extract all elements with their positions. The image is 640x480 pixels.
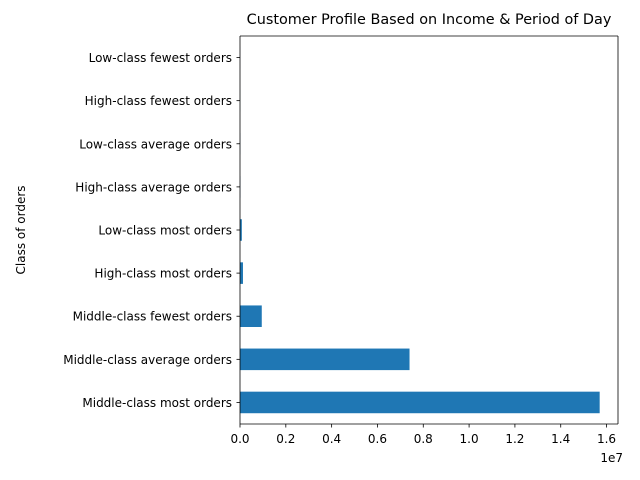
x-tick-label: 0.2 — [276, 432, 295, 446]
x-tick-label: 1.2 — [505, 432, 524, 446]
y-axis-label: Class of orders — [14, 185, 28, 274]
y-tick-label: High-class average orders — [75, 180, 232, 194]
y-tick-label: Middle-class average orders — [63, 353, 232, 367]
x-tick-label: 1.4 — [551, 432, 570, 446]
y-tick-label: Low-class fewest orders — [89, 51, 232, 65]
y-tick-label: Low-class most orders — [98, 224, 232, 238]
bar — [240, 262, 243, 284]
y-tick-label: High-class most orders — [94, 267, 232, 281]
x-tick-label: 1.6 — [597, 432, 616, 446]
bar — [240, 219, 242, 241]
chart-title: Customer Profile Based on Income & Perio… — [247, 12, 612, 28]
x-tick-label: 0.4 — [322, 432, 341, 446]
bar — [240, 391, 600, 414]
y-tick-label: Middle-class most orders — [82, 396, 232, 410]
x-axis: 0.0 0.2 0.4 0.6 0.8 1.0 1.2 1.4 1.6 — [230, 424, 616, 446]
x-tick-label: 1.0 — [460, 432, 479, 446]
x-tick-label: 0.6 — [368, 432, 387, 446]
y-tick-label: Low-class average orders — [79, 137, 232, 151]
x-offset-label: 1e7 — [600, 451, 623, 465]
bars-group — [240, 46, 600, 414]
y-axis: Middle-class most orders Middle-class ave… — [63, 51, 240, 410]
x-tick-label: 0.8 — [414, 432, 433, 446]
bar — [240, 305, 262, 327]
bar — [240, 348, 410, 371]
y-tick-label: Middle-class fewest orders — [73, 310, 232, 324]
x-tick-label: 0.0 — [230, 432, 249, 446]
y-tick-label: High-class fewest orders — [85, 94, 232, 108]
